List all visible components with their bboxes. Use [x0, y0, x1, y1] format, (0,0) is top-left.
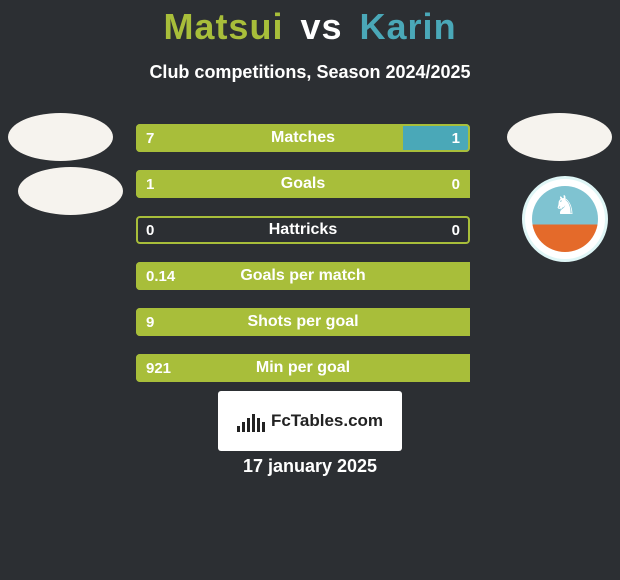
stat-value-right: 0: [452, 176, 460, 193]
stat-value-right: 0: [452, 222, 460, 239]
stat-row: Goals1 0: [136, 170, 470, 198]
player1-avatar: [8, 113, 113, 161]
player2-club-logo: ♞: [522, 176, 608, 262]
club-logo-inner: ♞: [532, 186, 598, 252]
stat-label: Shots per goal: [136, 313, 470, 331]
stat-row: Min per goal921: [136, 354, 470, 382]
player2-avatar: [507, 113, 612, 161]
stat-row: Hattricks0 0: [136, 216, 470, 244]
bars-icon: [237, 410, 265, 432]
branding-text: FcTables.com: [271, 411, 383, 431]
stat-value-right: 1: [452, 130, 460, 147]
player1-name: Matsui: [163, 6, 283, 47]
player1-club-logo: [18, 167, 123, 215]
stat-row: Matches7 1: [136, 124, 470, 152]
page-title: Matsui vs Karin: [0, 0, 620, 48]
comparison-infographic: Matsui vs Karin Club competitions, Seaso…: [0, 0, 620, 580]
stat-label: Matches: [136, 129, 470, 147]
stat-label: Hattricks: [136, 221, 470, 239]
stat-label: Goals per match: [136, 267, 470, 285]
vs-label: vs: [300, 6, 342, 47]
stats-panel: Matches71Goals10Hattricks00Goals per mat…: [136, 124, 470, 400]
date-label: 17 january 2025: [0, 456, 620, 477]
stat-value-left: 921: [146, 360, 171, 377]
stat-value-left: 9: [146, 314, 154, 331]
stat-row: Shots per goal9: [136, 308, 470, 336]
stat-label: Min per goal: [136, 359, 470, 377]
stat-label: Goals: [136, 175, 470, 193]
stat-value-left: 0.14: [146, 268, 175, 285]
branding-badge: FcTables.com: [218, 391, 402, 451]
player2-name: Karin: [360, 6, 457, 47]
stat-row: Goals per match0.14: [136, 262, 470, 290]
subtitle: Club competitions, Season 2024/2025: [0, 62, 620, 83]
stat-value-left: 1: [146, 176, 154, 193]
horse-icon: ♞: [553, 190, 576, 221]
stat-value-left: 0: [146, 222, 154, 239]
stat-value-left: 7: [146, 130, 154, 147]
